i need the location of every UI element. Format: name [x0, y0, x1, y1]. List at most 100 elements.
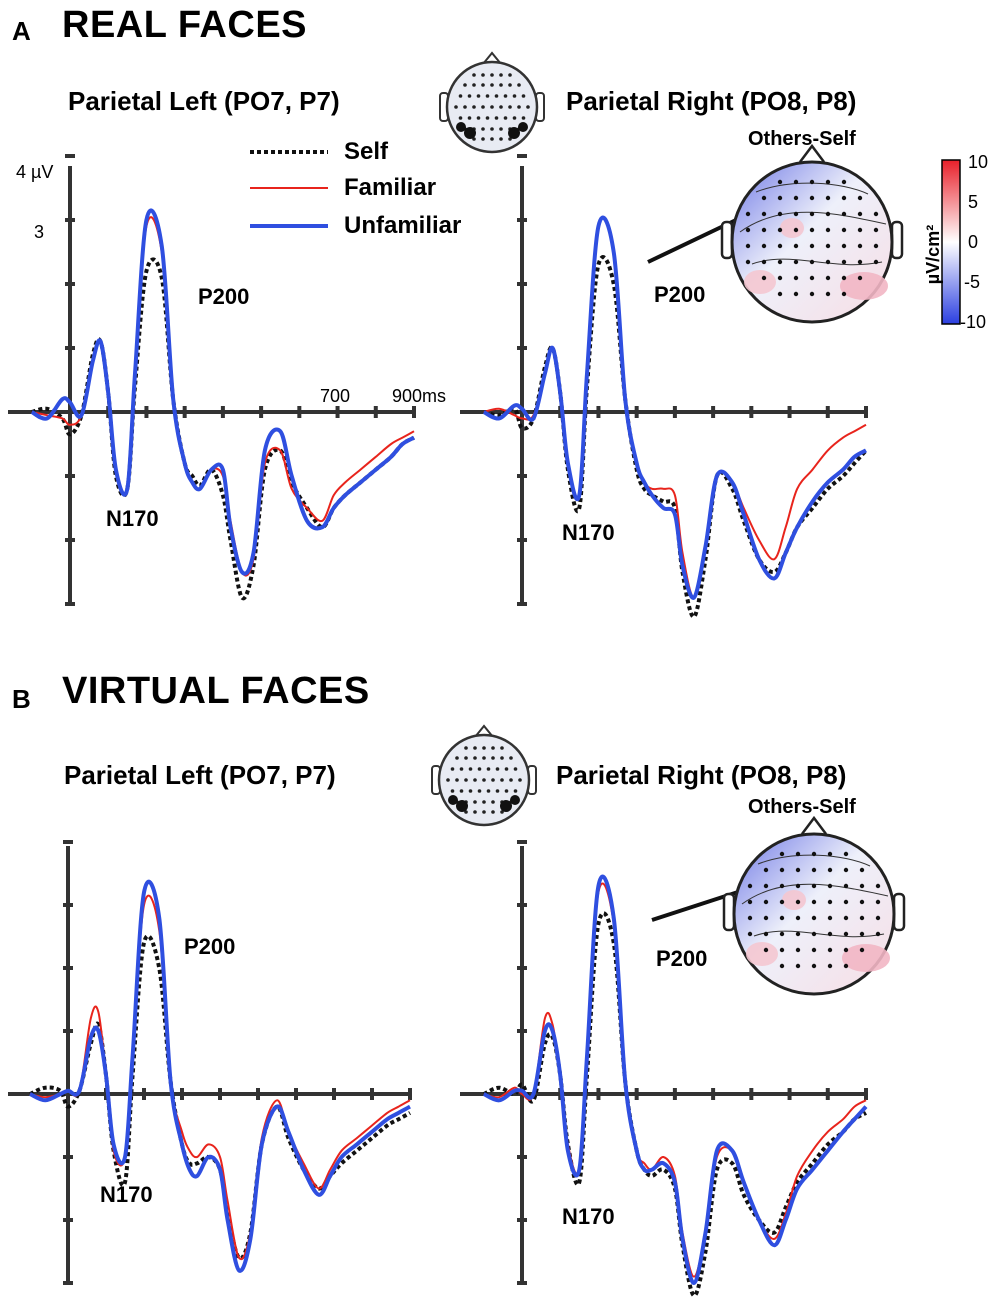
- series-line-unfamiliar-2: [29, 879, 411, 1273]
- montage-electrode-1: [473, 810, 477, 814]
- topo-right-ear-1: [892, 892, 906, 932]
- montage-electrode-0: [458, 94, 463, 98]
- topo-electrode-0: [777, 195, 783, 201]
- panel-b-topo-title: Others-Self: [748, 796, 856, 818]
- topo-electrode-1: [795, 947, 801, 953]
- topo-positive-region-0: [780, 218, 804, 238]
- panel-a-y-top-label: 4 µV: [16, 162, 54, 182]
- panel-b-right-p200-label: P200: [656, 946, 708, 971]
- topo-electrode-1: [827, 931, 833, 937]
- topo-electrode-0: [777, 275, 783, 281]
- topo-electrode-0: [825, 275, 831, 281]
- montage-electrode-1: [450, 767, 455, 771]
- topo-electrode-1: [779, 963, 785, 969]
- topo-electrode-1: [827, 851, 833, 857]
- topo-electrode-0: [793, 275, 799, 281]
- topo-electrode-0: [841, 291, 847, 297]
- panel-b-left-title: Parietal Left (PO7, P7): [64, 760, 336, 790]
- topo-electrode-1: [763, 899, 769, 905]
- topo-electrode-0: [857, 195, 863, 201]
- montage-electrode-1: [486, 767, 491, 771]
- colorbar-tick-10: 10: [968, 152, 989, 172]
- montage-electrode-po8-1: [500, 800, 512, 812]
- topo-positive-region-0: [744, 270, 776, 294]
- topo-electrode-1: [843, 899, 849, 905]
- montage-electrode-1: [455, 778, 459, 782]
- topo-electrode-0: [809, 195, 815, 201]
- montage-electrode-p8-1: [510, 795, 520, 805]
- topo-positive-region-1: [746, 942, 778, 966]
- montage-electrode-0: [499, 83, 503, 87]
- topo-electrode-1: [763, 867, 769, 873]
- topo-right-ear-0: [890, 220, 904, 260]
- topo-electrode-0: [825, 179, 831, 185]
- montage-electrode-0: [494, 94, 499, 98]
- topo-electrode-1: [827, 963, 833, 969]
- topo-electrode-1: [763, 931, 769, 937]
- montage-electrode-1: [504, 789, 509, 793]
- topo-electrode-1: [859, 947, 865, 953]
- montage-electrode-0: [476, 94, 481, 98]
- topo-electrode-1: [843, 963, 849, 969]
- montage-electrode-1: [509, 756, 513, 760]
- topo-electrode-0: [809, 179, 815, 185]
- panel-a-right-title: Parietal Right (PO8, P8): [566, 86, 857, 116]
- montage-electrode-1: [468, 789, 473, 793]
- topo-electrode-1: [747, 883, 753, 889]
- topo-electrode-0: [745, 243, 751, 249]
- topo-electrode-0: [745, 227, 751, 233]
- topo-electrode-0: [793, 195, 799, 201]
- montage-electrode-0: [517, 83, 521, 87]
- electrode-montage-icon-1: [431, 724, 537, 827]
- topo-electrode-1: [859, 899, 865, 905]
- montage-electrode-0: [490, 83, 494, 87]
- panel-b-letter: B: [12, 684, 31, 714]
- topo-electrode-0: [825, 195, 831, 201]
- topo-electrode-1: [811, 867, 817, 873]
- montage-electrode-0: [512, 116, 517, 120]
- topo-electrode-1: [811, 851, 817, 857]
- colorbar-tick-neg10: -10: [960, 312, 987, 332]
- topo-electrode-0: [873, 227, 879, 233]
- topo-positive-region-1: [842, 944, 890, 972]
- topo-electrode-0: [857, 243, 863, 249]
- topo-electrode-1: [859, 867, 865, 873]
- series-line-self-0: [31, 257, 416, 601]
- topo-electrode-0: [761, 195, 767, 201]
- montage-electrode-1: [500, 756, 504, 760]
- topo-electrode-0: [841, 275, 847, 281]
- montage-electrode-0: [476, 116, 481, 120]
- topo-electrode-0: [857, 211, 863, 217]
- montage-electrode-0: [463, 105, 467, 109]
- topo-electrode-0: [825, 227, 831, 233]
- panel-b-heading: VIRTUAL FACES: [62, 670, 370, 712]
- panel-a-left-p200-label: P200: [198, 284, 250, 309]
- montage-electrode-0: [521, 116, 526, 120]
- series-line-familiar-0: [31, 216, 415, 577]
- topo-electrode-1: [747, 915, 753, 921]
- topo-electrode-1: [843, 915, 849, 921]
- montage-electrode-1: [459, 767, 464, 771]
- topo-electrode-1: [763, 883, 769, 889]
- panel-a-x-900-label: 900ms: [392, 386, 447, 406]
- montage-electrode-1: [477, 789, 482, 793]
- legend-label-self: Self: [344, 138, 389, 165]
- montage-electrode-0: [526, 105, 530, 109]
- topo-electrode-1: [763, 947, 769, 953]
- topo-electrode-0: [761, 211, 767, 217]
- series-line-unfamiliar-1: [482, 215, 868, 600]
- montage-electrode-1: [495, 789, 500, 793]
- topo-electrode-0: [857, 227, 863, 233]
- montage-electrode-1: [464, 778, 468, 782]
- montage-electrode-0: [494, 116, 499, 120]
- topo-electrode-0: [809, 259, 815, 265]
- panel-a-x-700-label: 700: [320, 386, 351, 406]
- topo-electrode-0: [873, 259, 879, 265]
- montage-electrode-0: [485, 116, 490, 120]
- series-line-familiar-2: [29, 894, 411, 1261]
- montage-electrode-0: [490, 105, 494, 109]
- montage-electrode-p8-0: [518, 122, 528, 132]
- montage-electrode-1: [446, 778, 450, 782]
- montage-electrode-1: [473, 746, 477, 750]
